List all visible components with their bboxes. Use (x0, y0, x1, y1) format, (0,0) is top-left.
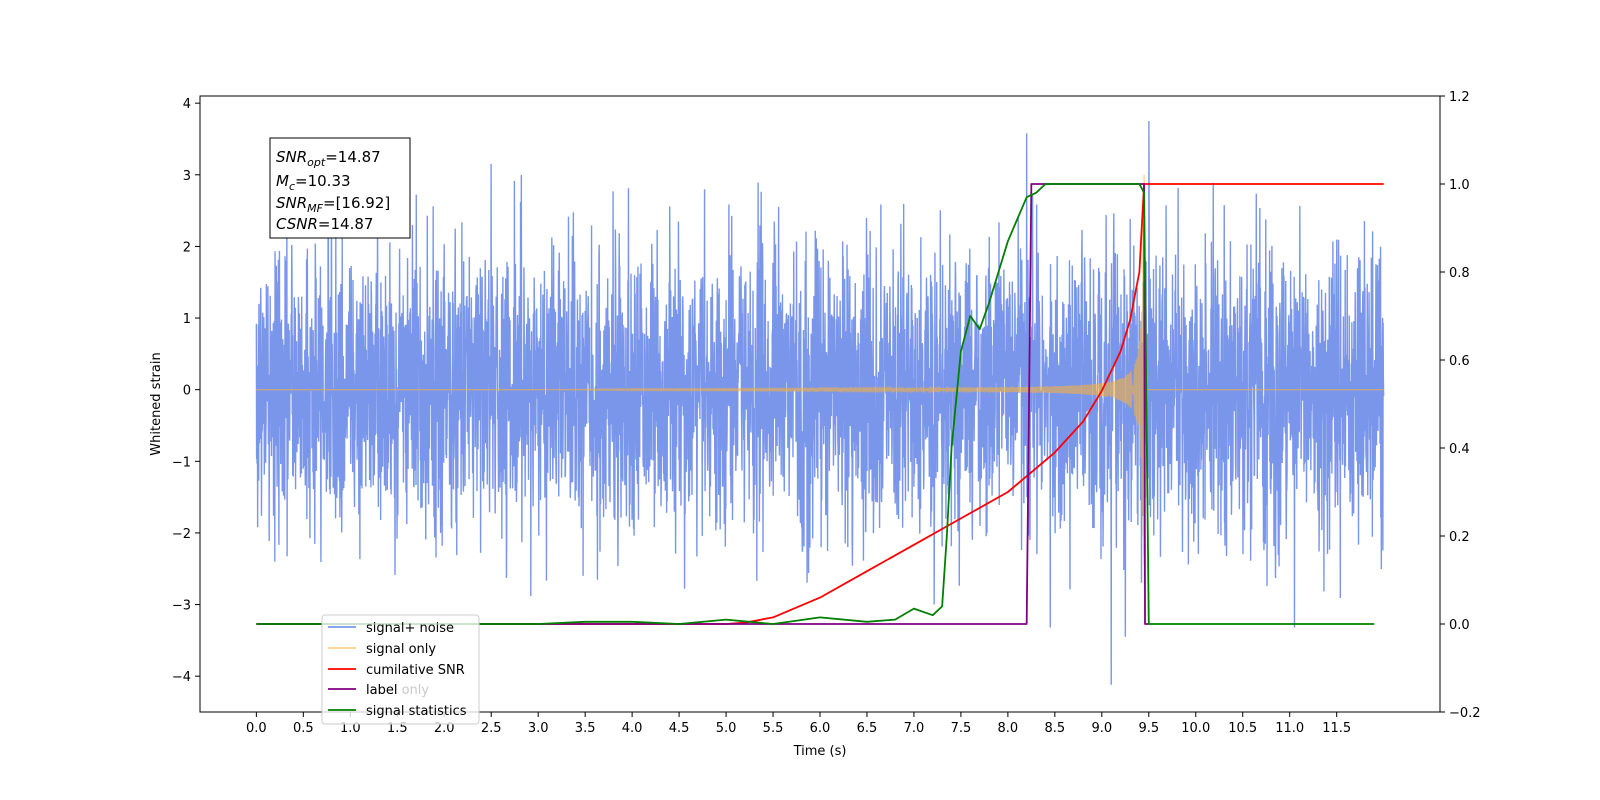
annotation-line-1: Mc=10.33 (276, 172, 351, 193)
x-axis: 0.0 0.5 1.0 1.5 2.0 2.5 3.0 3.5 4.0 4.5 5.0 5.5 6.0 6… (246, 712, 1351, 736)
annotation-box: SNRopt=14.87 Mc=10.33 SNRMF=[16.92] CSNR… (269, 137, 411, 239)
y2-tick-label: −0.2 (1449, 706, 1481, 721)
legend-label-signal-only: signal only (366, 642, 436, 657)
y-tick-label: −2 (172, 527, 191, 542)
x-tick-label: 2.0 (434, 721, 455, 736)
x-tick-label: 1.5 (387, 721, 408, 736)
series-signal-only (256, 174, 1384, 584)
y-tick-label: 1 (183, 312, 191, 327)
y2-tick-label: 0.4 (1449, 442, 1470, 457)
y2-tick-label: 1.0 (1449, 178, 1470, 193)
y-tick-label: −3 (172, 599, 191, 614)
series-cumilative-snr (256, 183, 1384, 625)
y2-tick-label: 0.8 (1449, 266, 1470, 281)
x-tick-label: 10.0 (1181, 721, 1210, 736)
x-tick-label: 0.0 (246, 721, 267, 736)
y2-tick-label: 0.6 (1449, 354, 1470, 369)
y2-tick-label: 0.0 (1449, 618, 1470, 633)
x-tick-label: 0.5 (293, 721, 314, 736)
y-tick-label: 2 (183, 240, 191, 255)
x-tick-label: 11.0 (1275, 721, 1304, 736)
legend-label-label: label (366, 683, 397, 698)
legend-entry-label: label only label (328, 683, 429, 698)
x-tick-label: 6.5 (857, 721, 878, 736)
legend-entry-cumilative-snr: cumilative SNR (328, 663, 465, 678)
x-tick-label: 4.0 (622, 721, 643, 736)
x-tick-label: 9.5 (1138, 721, 1159, 736)
legend-entry-signal-noise: signal+ noise (328, 621, 454, 636)
x-tick-label: 3.5 (575, 721, 596, 736)
legend: signal+ noise signal only cumilative SNR… (321, 614, 480, 725)
x-tick-label: 1.0 (340, 721, 361, 736)
y-tick-label: 3 (183, 169, 191, 184)
legend-label-signal-statistics: signal statistics (366, 704, 467, 719)
y2-tick-label: 0.2 (1449, 530, 1470, 545)
x-tick-label: 11.5 (1322, 721, 1351, 736)
y-tick-label: −4 (172, 670, 191, 685)
y2-axis: −0.2 0.0 0.2 0.4 0.6 0.8 1.0 1.2 (1440, 90, 1481, 721)
y2-tick-label: 1.2 (1449, 90, 1470, 105)
legend-entry-signal-only: signal only (328, 642, 436, 657)
x-tick-label: 8.5 (1045, 721, 1066, 736)
series-layer (255, 121, 1385, 685)
x-tick-label: 5.5 (763, 721, 784, 736)
x-tick-label: 2.5 (481, 721, 502, 736)
y-tick-label: 4 (183, 97, 191, 112)
legend-entry-signal-statistics: signal statistics (328, 704, 467, 719)
annotation-line-3: CSNR=14.87 (276, 215, 373, 233)
series-signal-noise (255, 121, 1385, 685)
x-axis-label: Time (s) (793, 744, 847, 759)
annotation-line-0: SNRopt=14.87 (276, 148, 381, 169)
x-tick-label: 6.0 (810, 721, 831, 736)
x-tick-label: 7.5 (951, 721, 972, 736)
x-tick-label: 4.5 (669, 721, 690, 736)
legend-label-signal-noise: signal+ noise (366, 621, 454, 636)
y-tick-label: 0 (183, 384, 191, 399)
x-tick-label: 8.0 (998, 721, 1019, 736)
y-tick-label: −1 (172, 455, 191, 470)
legend-label-cumilative-snr: cumilative SNR (366, 663, 465, 678)
x-tick-label: 9.0 (1091, 721, 1112, 736)
legend-label-label-only: label only (366, 683, 429, 698)
x-tick-label: 5.0 (716, 721, 737, 736)
x-tick-label: 7.0 (904, 721, 925, 736)
series-signal-statistics (256, 183, 1375, 625)
y-axis: −4 −3 −2 −1 0 1 2 3 4 (172, 97, 200, 685)
x-tick-label: 3.0 (528, 721, 549, 736)
annotation-line-2: SNRMF=[16.92] (276, 194, 390, 215)
x-tick-label: 10.5 (1228, 721, 1257, 736)
y-axis-label: Whitened strain (149, 352, 164, 455)
